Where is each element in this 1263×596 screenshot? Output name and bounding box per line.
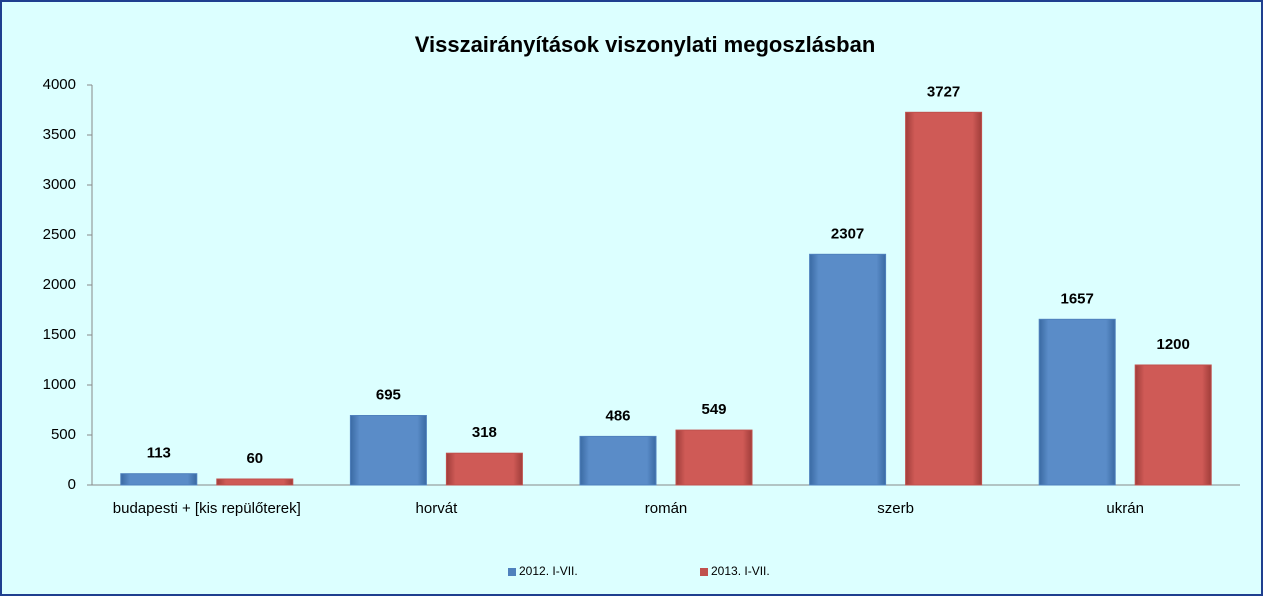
y-tick-label: 2000 bbox=[43, 276, 76, 293]
legend-swatch bbox=[700, 568, 708, 576]
data-label: 2307 bbox=[831, 225, 864, 242]
y-tick-label: 500 bbox=[51, 426, 76, 443]
bar bbox=[675, 429, 753, 486]
x-tick-label: ukrán bbox=[1106, 500, 1144, 517]
y-tick-label: 0 bbox=[68, 476, 76, 493]
y-tick-label: 4000 bbox=[43, 76, 76, 93]
bar bbox=[809, 253, 887, 486]
legend-swatch bbox=[508, 568, 516, 576]
y-tick-label: 3000 bbox=[43, 176, 76, 193]
data-label: 1200 bbox=[1157, 336, 1190, 353]
bar bbox=[1134, 364, 1212, 486]
y-tick-label: 2500 bbox=[43, 226, 76, 243]
bar bbox=[120, 473, 198, 486]
data-label: 549 bbox=[701, 401, 726, 418]
bar bbox=[905, 111, 983, 486]
y-tick-label: 1500 bbox=[43, 326, 76, 343]
data-label: 486 bbox=[605, 407, 630, 424]
bar bbox=[1038, 318, 1116, 486]
y-tick-label: 1000 bbox=[43, 376, 76, 393]
chart-title: Visszairányítások viszonylati megoszlásb… bbox=[415, 32, 876, 57]
x-tick-label: szerb bbox=[877, 500, 914, 517]
x-tick-label: román bbox=[645, 500, 688, 517]
data-label: 1657 bbox=[1061, 290, 1094, 307]
legend-label: 2013. I-VII. bbox=[711, 564, 770, 578]
data-label: 60 bbox=[246, 450, 263, 467]
data-label: 3727 bbox=[927, 83, 960, 100]
x-tick-label: budapesti + [kis repülőterek] bbox=[113, 500, 301, 517]
legend-label: 2012. I-VII. bbox=[519, 564, 578, 578]
data-label: 318 bbox=[472, 424, 497, 441]
data-label: 113 bbox=[147, 445, 171, 462]
bar bbox=[216, 478, 294, 486]
bar bbox=[349, 415, 427, 486]
data-label: 695 bbox=[376, 386, 401, 403]
y-tick-label: 3500 bbox=[43, 126, 76, 143]
bar bbox=[579, 435, 657, 486]
x-tick-label: horvát bbox=[416, 500, 459, 517]
bar bbox=[445, 452, 523, 486]
